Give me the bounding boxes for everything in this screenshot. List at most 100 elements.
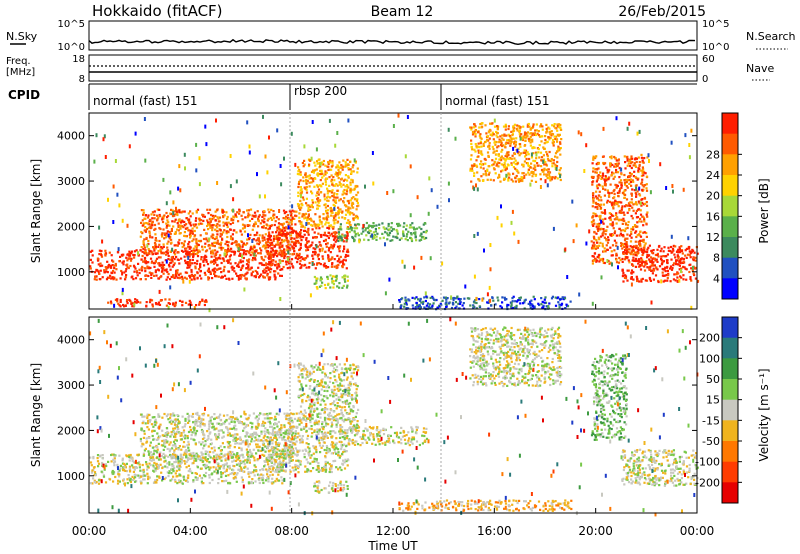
power-echo-cell (115, 278, 118, 281)
power-echo-cell (259, 252, 262, 255)
power-echo-cell (334, 275, 337, 278)
power-echo-cell (151, 272, 154, 275)
power-echo-cell (608, 176, 611, 179)
power-echo-cell (444, 296, 447, 299)
power-echo-cell (341, 210, 344, 213)
power-echo-cell (236, 245, 239, 248)
power-echo-cell (607, 191, 610, 194)
power-echo-cell (519, 178, 522, 181)
power-echo-cell (338, 286, 341, 289)
power-noise-cell (447, 181, 450, 186)
power-echo-cell (304, 263, 307, 266)
power-echo-cell (167, 221, 170, 224)
power-echo-cell (256, 272, 259, 275)
power-echo-cell (142, 247, 145, 250)
power-echo-cell (210, 235, 213, 238)
power-echo-cell (527, 153, 530, 156)
power-echo-cell (623, 179, 626, 182)
power-echo-cell (335, 277, 338, 280)
power-echo-cell (546, 177, 549, 180)
power-echo-cell (540, 297, 543, 300)
power-noise-cell (678, 278, 681, 283)
power-echo-cell (276, 255, 279, 258)
power-echo-cell (338, 228, 341, 231)
power-echo-cell (362, 230, 365, 233)
power-echo-cell (148, 301, 152, 304)
power-echo-cell (317, 193, 320, 196)
power-echo-cell (310, 177, 313, 180)
power-echo-cell (270, 253, 273, 257)
power-echo-cell (375, 235, 378, 238)
power-echo-cell (503, 166, 506, 169)
power-echo-cell (133, 256, 136, 259)
power-echo-cell (476, 171, 479, 174)
power-echo-cell (214, 219, 217, 222)
power-echo-cell (192, 249, 195, 252)
power-echo-cell (179, 272, 182, 275)
power-echo-cell (347, 219, 350, 222)
power-echo-cell (243, 226, 246, 229)
power-noise-cell (128, 144, 131, 149)
power-noise-cell (682, 187, 685, 192)
power-echo-cell (142, 211, 145, 214)
power-echo-cell (330, 165, 333, 168)
power-echo-cell (487, 130, 490, 133)
velocity-echo-cell (142, 473, 145, 476)
power-echo-cell (246, 209, 249, 212)
power-echo-cell (538, 156, 541, 159)
power-echo-cell (634, 259, 638, 263)
power-echo-cell (484, 172, 488, 175)
power-noise-cell (691, 265, 694, 270)
power-echo-cell (396, 230, 399, 233)
power-echo-cell (492, 167, 496, 170)
power-echo-cell (259, 247, 262, 250)
power-echo-cell (617, 158, 620, 161)
power-echo-cell (150, 299, 154, 302)
power-echo-cell (497, 299, 500, 302)
power-echo-cell (327, 283, 330, 286)
power-echo-cell (540, 165, 543, 168)
power-echo-cell (343, 188, 346, 192)
power-echo-cell (227, 250, 230, 253)
power-echo-cell (632, 209, 635, 212)
power-echo-cell (327, 254, 330, 257)
power-echo-cell (678, 268, 681, 271)
power-noise-cell (280, 182, 283, 187)
power-echo-cell (156, 252, 159, 255)
power-echo-cell (146, 267, 149, 270)
power-echo-cell (313, 222, 316, 225)
power-echo-cell (218, 267, 221, 270)
power-echo-cell (337, 231, 341, 234)
power-echo-cell (353, 227, 357, 230)
velocity-echo-cell (241, 478, 244, 481)
power-echo-cell (518, 129, 521, 133)
power-echo-cell (143, 229, 146, 232)
power-echo-cell (144, 278, 147, 281)
power-echo-cell (502, 125, 506, 128)
power-echo-cell (392, 235, 395, 238)
velocity-echo-cell (97, 482, 101, 485)
power-echo-cell (143, 259, 146, 262)
power-echo-cell (224, 255, 227, 258)
power-noise-cell (566, 275, 569, 279)
power-echo-cell (529, 144, 532, 147)
power-echo-cell (693, 251, 696, 254)
power-echo-cell (551, 138, 555, 142)
power-echo-cell (692, 272, 695, 275)
power-echo-cell (181, 277, 184, 280)
power-echo-cell (517, 147, 520, 150)
date-label: 26/Feb/2015 (618, 4, 706, 20)
power-echo-cell (332, 238, 336, 241)
power-echo-cell (293, 210, 296, 213)
power-echo-cell (390, 222, 393, 225)
power-echo-cell (620, 218, 623, 222)
power-echo-cell (109, 264, 112, 267)
power-noise-cell (690, 305, 693, 310)
power-echo-cell (447, 302, 451, 305)
power-echo-cell (415, 227, 418, 230)
power-echo-cell (425, 304, 428, 307)
power-echo-cell (394, 236, 397, 239)
power-echo-cell (165, 304, 168, 307)
power-echo-cell (267, 278, 271, 281)
power-echo-cell (344, 259, 347, 262)
